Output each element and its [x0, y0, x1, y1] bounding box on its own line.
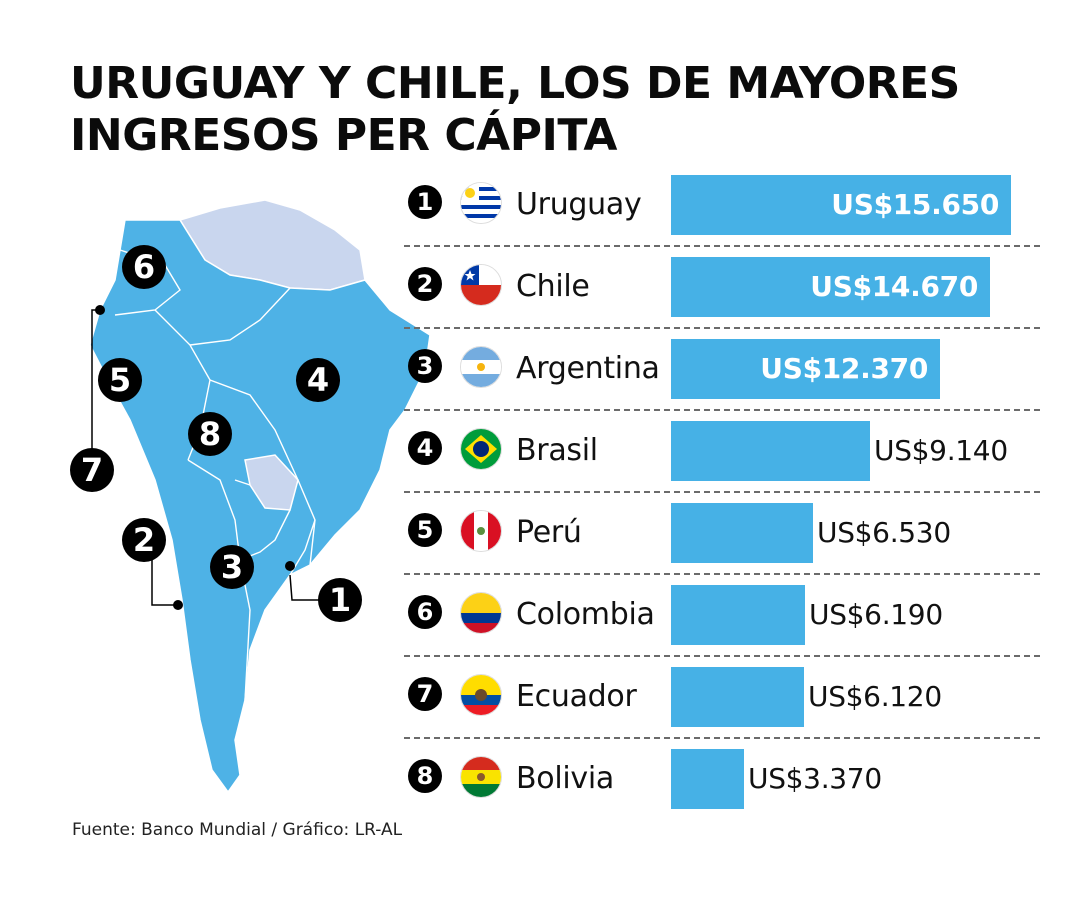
value-label: US$6.530: [817, 516, 951, 549]
row-divider: [404, 655, 1040, 657]
map-dot-ecuador: [95, 305, 105, 315]
country-label: Colombia: [516, 597, 655, 632]
colombia-flag-icon: [460, 592, 502, 634]
bar-uruguay: [671, 175, 1011, 235]
bar-ecuador: [671, 667, 804, 727]
bar-brasil: [671, 421, 870, 481]
row-divider: [404, 573, 1040, 575]
south-america-map: 6 5 7 4 8 2 3 1: [60, 180, 431, 820]
map-continent: [89, 219, 431, 794]
uruguay-flag-icon: [460, 182, 502, 224]
map-rank-2: 2: [122, 518, 166, 562]
rank-row-uruguay: 1 Uruguay US$15.650: [400, 165, 1040, 247]
rank-number: 5: [408, 513, 442, 547]
ranking-chart: 1 Uruguay US$15.650 2 Chile US$14.670 3 Arge…: [400, 165, 1040, 821]
peru-flag-icon: [460, 510, 502, 552]
value-label: US$14.670: [810, 270, 978, 303]
country-label: Brasil: [516, 433, 598, 468]
rank-row-ecuador: 7 Ecuador US$6.120: [400, 657, 1040, 739]
value-label: US$12.370: [760, 352, 928, 385]
bar-colombia: [671, 585, 805, 645]
rank-row-peru: 5 Perú US$6.530: [400, 493, 1040, 575]
rank-row-colombia: 6 Colombia US$6.190: [400, 575, 1040, 657]
brazil-flag-icon: [460, 428, 502, 470]
ecuador-flag-icon: [460, 674, 502, 716]
row-divider: [404, 491, 1040, 493]
rank-row-bolivia: 8 Bolivia US$3.370: [400, 739, 1040, 821]
rank-number: 6: [408, 595, 442, 629]
value-label: US$6.120: [808, 680, 942, 713]
bar-bolivia: [671, 749, 744, 809]
map-rank-7: 7: [70, 448, 114, 492]
rank-row-argentina: 3 Argentina US$12.370: [400, 329, 1040, 411]
rank-row-chile: 2 Chile US$14.670: [400, 247, 1040, 329]
country-label: Uruguay: [516, 187, 642, 222]
country-label: Chile: [516, 269, 590, 304]
rank-row-brasil: 4 Brasil US$9.140: [400, 411, 1040, 493]
row-divider: [404, 245, 1040, 247]
bar-peru: [671, 503, 813, 563]
map-rank-1: 1: [318, 578, 362, 622]
rank-number: 7: [408, 677, 442, 711]
row-divider: [404, 327, 1040, 329]
rank-number: 4: [408, 431, 442, 465]
title-line-2: INGRESOS PER CÁPITA: [70, 110, 617, 161]
row-divider: [404, 409, 1040, 411]
chile-flag-icon: [460, 264, 502, 306]
map-rank-6: 6: [122, 245, 166, 289]
bar-chile: [671, 257, 990, 317]
value-label: US$9.140: [874, 434, 1008, 467]
map-dot-uruguay: [285, 561, 295, 571]
map-rank-3: 3: [210, 545, 254, 589]
rank-number: 1: [408, 185, 442, 219]
map-svg: [89, 199, 431, 794]
value-label: US$15.650: [831, 188, 999, 221]
source-note: Fuente: Banco Mundial / Gráfico: LR-AL: [72, 820, 403, 840]
country-label: Argentina: [516, 351, 660, 386]
value-label: US$3.370: [748, 762, 882, 795]
rank-number: 8: [408, 759, 442, 793]
page-title: URUGUAY Y CHILE, LOS DE MAYORES INGRESOS…: [70, 58, 1050, 162]
country-label: Bolivia: [516, 761, 614, 796]
title-line-1: URUGUAY Y CHILE, LOS DE MAYORES: [70, 58, 960, 109]
argentina-flag-icon: [460, 346, 502, 388]
rank-number: 2: [408, 267, 442, 301]
row-divider: [404, 737, 1040, 739]
rank-number: 3: [408, 349, 442, 383]
value-label: US$6.190: [809, 598, 943, 631]
bolivia-flag-icon: [460, 756, 502, 798]
map-rank-4: 4: [296, 358, 340, 402]
country-label: Perú: [516, 515, 582, 550]
map-rank-5: 5: [98, 358, 142, 402]
map-rank-8: 8: [188, 412, 232, 456]
country-label: Ecuador: [516, 679, 637, 714]
map-dot-chile: [173, 600, 183, 610]
bar-argentina: [671, 339, 940, 399]
